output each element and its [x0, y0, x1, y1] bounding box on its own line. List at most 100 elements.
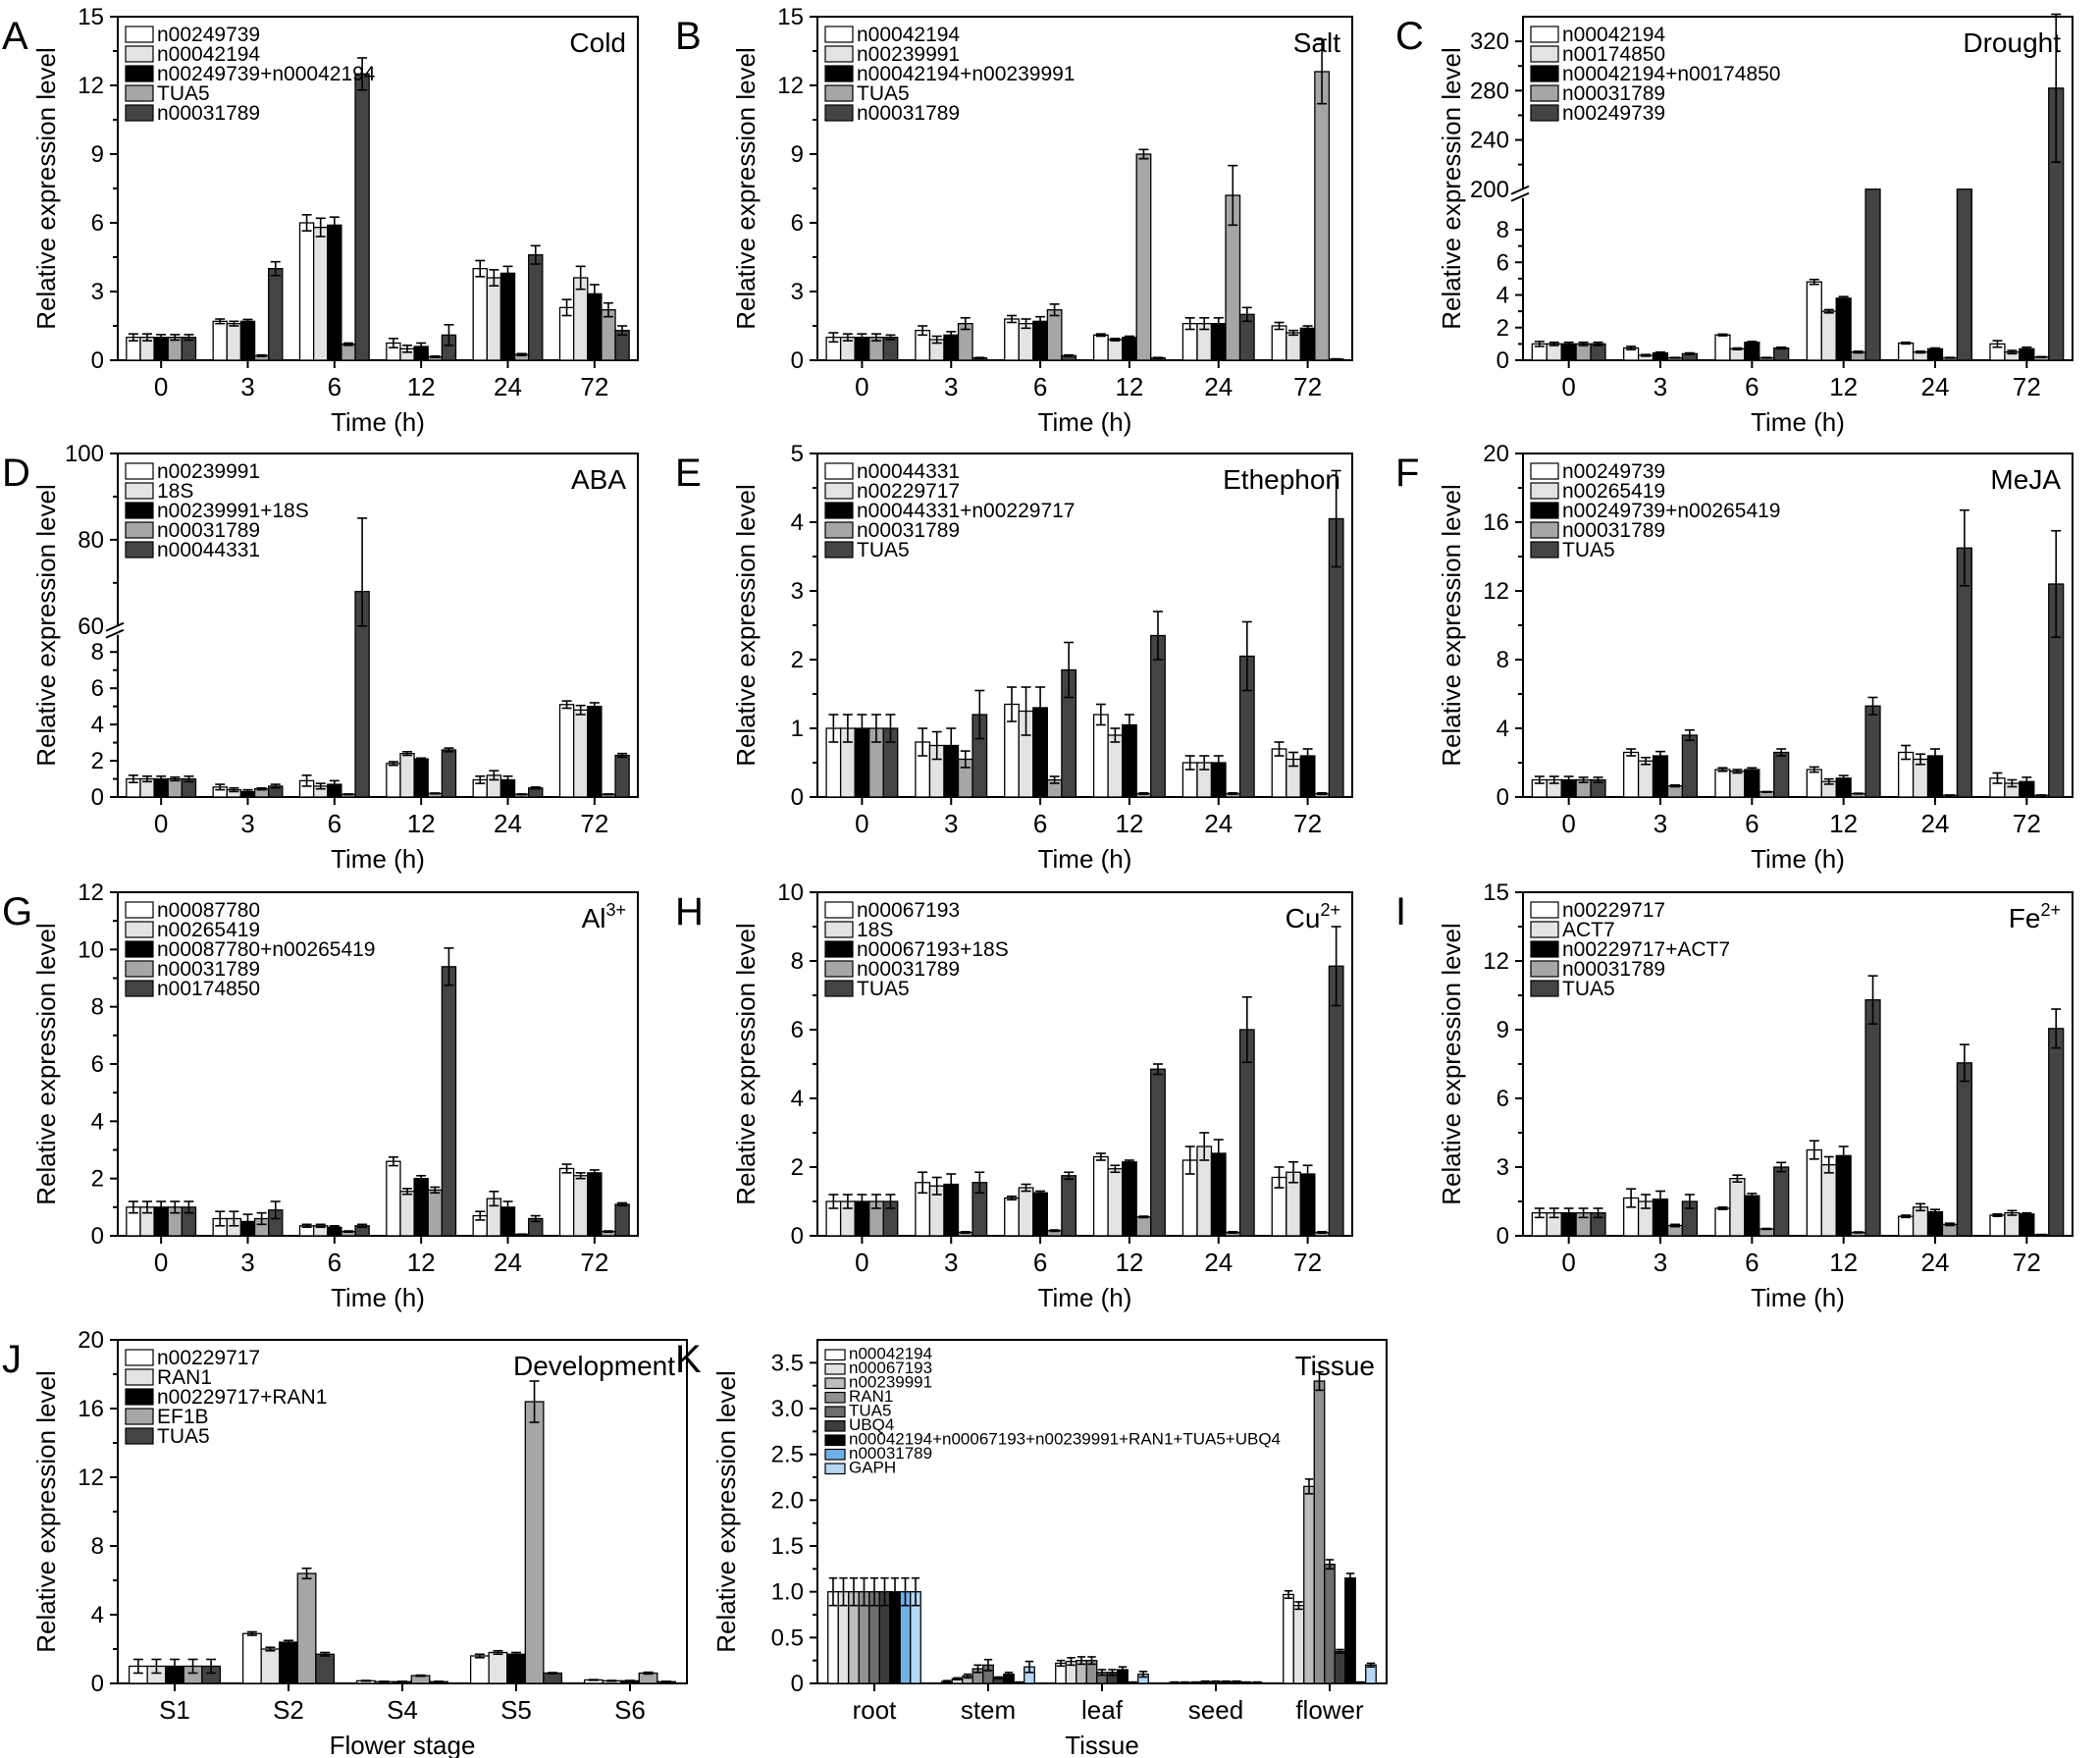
y-tick-label: 100	[65, 441, 104, 467]
bar-n00174850	[441, 966, 457, 1237]
bar-n00229717	[1714, 1207, 1731, 1237]
bar-n00249739	[1806, 769, 1822, 798]
bar-tua5	[1135, 153, 1152, 361]
bar-n00239991	[1303, 1485, 1315, 1684]
legend-label: n00042194+n00174850	[1562, 63, 1781, 85]
axis-break-mark	[1510, 191, 1530, 202]
legend-label: n00031789	[157, 519, 260, 542]
panel-title-text: Al	[582, 903, 606, 933]
bar-n00067193	[1292, 1605, 1305, 1684]
panel-letter: I	[1395, 890, 1406, 933]
legend-swatch	[125, 921, 154, 938]
y-tick-label: 9	[91, 141, 104, 168]
y-tick-label: 6	[791, 210, 804, 237]
bar-ef1b	[296, 1572, 317, 1684]
panel-f: F 0 4 8 12 16 20 Relative expression level 0 3 6 12…	[1395, 441, 2074, 874]
bar-n00249739	[1773, 346, 1790, 361]
bar-n00249739	[472, 268, 488, 361]
bar-n00239991	[1286, 332, 1301, 361]
legend-swatch	[824, 462, 854, 480]
legend-swatch	[125, 104, 154, 122]
y-tick-label: 0	[791, 1223, 804, 1250]
legend-swatch	[824, 960, 854, 978]
legend-label: n00044331	[157, 539, 260, 561]
bar-n00249739-n00042194	[499, 272, 516, 361]
panel-title-text: Drought	[1963, 27, 2061, 58]
bar-n00042194	[486, 277, 502, 361]
x-tick-label: 12	[407, 372, 436, 401]
y-tick-label: 4	[1496, 716, 1509, 742]
y-tick-label: 6	[791, 1017, 804, 1043]
legend-swatch	[824, 901, 854, 919]
panel-title-text: Cu	[1286, 903, 1321, 933]
legend-label: n00229717	[857, 480, 960, 503]
y-tick-label: 1.5	[771, 1533, 804, 1560]
panel-title-text: Salt	[1293, 27, 1340, 58]
panel-title: Salt	[1293, 27, 1340, 58]
legend-swatch	[125, 1427, 154, 1445]
y-tick-label: 0	[791, 784, 804, 811]
bar-n00229717	[1989, 1214, 2006, 1237]
y-tick-label: 12	[78, 1465, 104, 1491]
panel-title: ABA	[571, 464, 626, 495]
panel-title-text: ABA	[571, 464, 626, 495]
bar-n00087780	[558, 1167, 575, 1237]
legend-swatch	[1530, 104, 1559, 122]
y-tick-label: 1.0	[771, 1579, 804, 1606]
legend-swatch	[824, 1406, 846, 1418]
x-axis-label: Tissue	[1065, 1731, 1139, 1758]
y-tick-label: 6	[91, 1051, 104, 1078]
bar-18s	[572, 709, 589, 798]
bar-tua5	[1773, 1166, 1790, 1237]
y-axis-label: Relative expression level	[31, 923, 61, 1205]
legend-swatch	[824, 1377, 846, 1390]
bar-n00031789	[528, 254, 544, 361]
panel-title-text: Ethephon	[1223, 464, 1340, 495]
y-tick-label: 0	[791, 347, 804, 374]
legend-label: n00044331+n00229717	[857, 500, 1076, 522]
bar-n00239991	[386, 763, 401, 798]
axis-break-gap	[1513, 187, 1527, 198]
bar-n00249739-n00042194	[239, 320, 256, 361]
bar-n00042194	[1092, 334, 1109, 361]
y-tick-label: 4	[91, 1108, 104, 1135]
legend-label: n00042194+n00067193+n00239991+RAN1+TUA5+…	[849, 1430, 1281, 1449]
x-tick-label: 0	[154, 372, 168, 401]
panel-letter: C	[1395, 15, 1424, 58]
legend-swatch	[1530, 502, 1559, 519]
x-tick-label: 72	[2013, 1248, 2041, 1277]
x-axis-label: Flower stage	[330, 1731, 476, 1758]
bar-n00239991	[1018, 323, 1034, 361]
x-tick-label: S6	[614, 1695, 646, 1725]
x-tick-label: seed	[1188, 1695, 1243, 1725]
bar-18s	[1018, 1187, 1034, 1237]
bar-n00042194-n00239991	[1122, 337, 1137, 361]
x-tick-label: 3	[1654, 372, 1667, 401]
y-tick-label: 12	[1483, 578, 1509, 605]
bar-n00265419	[1729, 771, 1746, 798]
legend-label: RAN1	[157, 1366, 212, 1389]
panel-title: Ethephon	[1223, 464, 1340, 495]
y-axis-label: Relative expression level	[31, 47, 61, 330]
legend-label: n00042194	[157, 43, 260, 66]
y-tick-label: 8	[1496, 647, 1509, 673]
panel-title: Cu2+	[1286, 900, 1340, 933]
panel-title: Cold	[569, 27, 626, 58]
legend-swatch	[125, 980, 154, 997]
legend-label: TUA5	[857, 978, 910, 1000]
bar-tua5	[1328, 965, 1344, 1237]
legend-label: ACT7	[1562, 919, 1615, 941]
x-tick-label: 24	[1204, 372, 1233, 401]
x-tick-label: S2	[273, 1695, 304, 1725]
x-tick-label: 72	[580, 372, 608, 401]
bar-n00031789	[1575, 343, 1592, 361]
y-tick-label: 0	[1496, 784, 1509, 811]
y-axis-label: Relative expression level	[711, 1370, 741, 1653]
x-tick-label: 0	[1561, 809, 1575, 838]
legend-swatch	[125, 1388, 154, 1406]
legend-swatch	[125, 901, 154, 919]
bar-n00087780-n00265419	[587, 1172, 603, 1237]
bar-n00031789	[1135, 1216, 1152, 1237]
legend-label: TUA5	[857, 539, 910, 561]
panel-title: Tissue	[1295, 1351, 1375, 1381]
